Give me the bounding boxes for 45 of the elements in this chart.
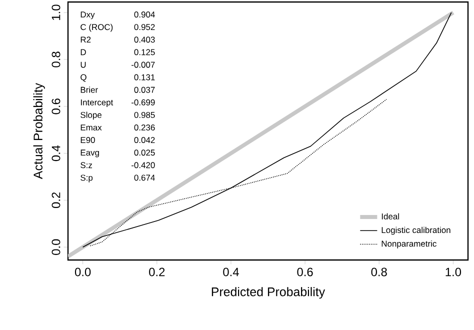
annotation: Slope (80, 112, 102, 120)
x-tick-label: 0.2 (149, 268, 165, 276)
annotation: -0.699 (132, 99, 155, 106)
annotation: Eavg (80, 150, 99, 158)
x-tick-label: 0.6 (297, 268, 313, 276)
annotation: -0.007 (132, 62, 155, 68)
annotation: 0.131 (134, 74, 155, 80)
annotation: Dxy (80, 12, 95, 20)
annotation: 0.403 (134, 36, 155, 43)
y-tick-label: 0.0 (52, 239, 60, 255)
y-tick-label: 0.6 (52, 98, 60, 114)
annotation: 0.236 (134, 124, 155, 130)
annotation: S:p (80, 174, 93, 182)
x-tick-label: 0.0 (74, 268, 91, 276)
annotation: C (ROC) (80, 24, 113, 32)
annotation: Intercept (80, 99, 114, 108)
annotation: 0.952 (134, 24, 155, 30)
annotation: -0.420 (132, 162, 155, 168)
annotation: 0.985 (134, 112, 155, 118)
legend-label: Nonparametric (382, 240, 436, 248)
x-tick-label: 0.4 (223, 268, 239, 276)
legend-label: Ideal (382, 213, 399, 220)
x-tick-label: 0.8 (371, 268, 387, 276)
annotation: 0.042 (134, 137, 155, 144)
annotation: E90 (80, 137, 95, 144)
annotation: 0.125 (134, 49, 155, 56)
annotation: U (80, 62, 86, 68)
annotation: R2 (80, 36, 91, 43)
annotation: 0.904 (134, 12, 155, 18)
y-tick-label: 0.4 (52, 145, 60, 162)
annotation: Brier (80, 86, 98, 93)
y-tick-label: 1.0 (52, 4, 60, 20)
annotation: 0.025 (134, 150, 155, 156)
x-axis-title: Predicted Probability (212, 287, 326, 299)
annotation: D (80, 49, 86, 56)
annotation: Q (80, 74, 86, 82)
y-axis-title: Actual Probability (33, 82, 45, 180)
annotation: Emax (80, 124, 102, 130)
x-tick-label: 1.0 (446, 268, 462, 276)
annotation: 0.037 (134, 86, 155, 93)
annotation: S:z (80, 162, 92, 168)
y-tick-label: 0.8 (52, 52, 60, 68)
annotation: 0.674 (134, 174, 155, 181)
y-tick-label: 0.2 (52, 192, 60, 208)
legend-label: Logistic calibration (382, 226, 450, 235)
